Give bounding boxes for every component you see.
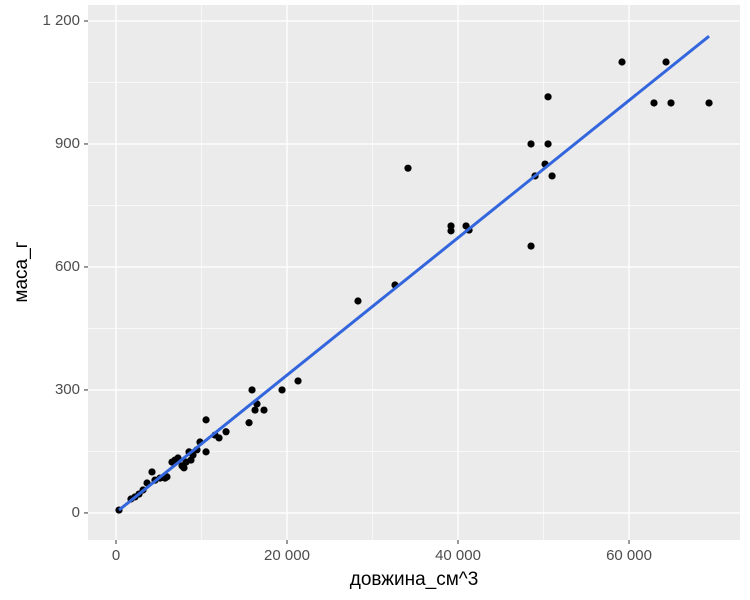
point bbox=[527, 242, 535, 250]
point bbox=[618, 58, 626, 66]
point bbox=[705, 99, 713, 107]
y-tick-label: 300 bbox=[55, 381, 80, 398]
point bbox=[222, 428, 230, 436]
y-tick-label: 1 200 bbox=[42, 12, 80, 29]
point bbox=[447, 227, 455, 235]
x-tick-label: 20 000 bbox=[264, 547, 310, 564]
point bbox=[202, 448, 210, 456]
point bbox=[202, 416, 210, 424]
marks bbox=[115, 34, 713, 514]
point bbox=[548, 172, 556, 180]
y-axis-title: маса_г bbox=[11, 241, 32, 302]
point bbox=[650, 99, 658, 107]
point bbox=[260, 406, 268, 414]
point bbox=[180, 464, 188, 472]
point bbox=[245, 419, 253, 427]
point bbox=[215, 434, 223, 442]
x-tick-label: 60 000 bbox=[606, 547, 652, 564]
point bbox=[544, 93, 552, 101]
y-tick-label: 900 bbox=[55, 135, 80, 152]
fit-line bbox=[118, 34, 710, 512]
point bbox=[278, 386, 286, 394]
x-tick-label: 40 000 bbox=[435, 547, 481, 564]
point bbox=[662, 58, 670, 66]
y-tick-label: 0 bbox=[72, 504, 80, 521]
point bbox=[354, 297, 362, 305]
point bbox=[447, 222, 455, 230]
point bbox=[544, 140, 552, 148]
y-tick-label: 600 bbox=[55, 258, 80, 275]
point bbox=[294, 377, 302, 385]
point bbox=[251, 406, 259, 414]
x-axis-title: довжина_см^3 bbox=[350, 569, 479, 590]
point bbox=[148, 468, 156, 476]
x-tick-label: 0 bbox=[112, 547, 120, 564]
point bbox=[404, 164, 412, 172]
point bbox=[667, 99, 675, 107]
point bbox=[527, 140, 535, 148]
point bbox=[163, 473, 171, 481]
point bbox=[248, 386, 256, 394]
